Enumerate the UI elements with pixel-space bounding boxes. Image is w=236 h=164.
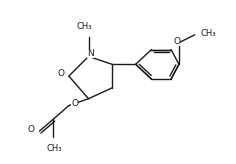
Text: CH₃: CH₃ <box>77 22 92 31</box>
Text: O: O <box>28 125 35 134</box>
Text: O: O <box>58 69 64 78</box>
Text: N: N <box>87 49 94 58</box>
Text: O: O <box>71 99 78 108</box>
Text: O: O <box>173 37 181 46</box>
Text: CH₃: CH₃ <box>46 144 62 153</box>
Text: CH₃: CH₃ <box>201 29 216 38</box>
